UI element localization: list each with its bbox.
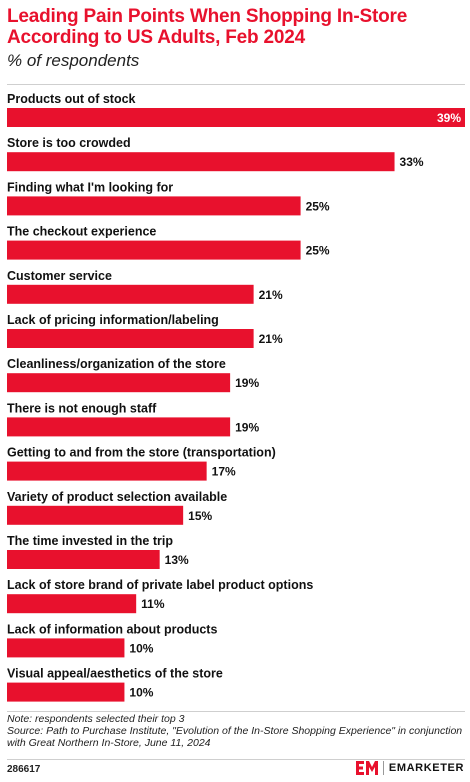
bar — [7, 461, 207, 481]
value-label: 39% — [437, 111, 461, 125]
category-label: Products out of stock — [7, 92, 136, 106]
value-label: 15% — [188, 509, 212, 523]
category-label: Lack of store brand of private label pro… — [7, 578, 313, 592]
bar — [7, 284, 254, 304]
bar — [7, 240, 301, 260]
footer-note: Note: respondents selected their top 3 — [7, 713, 185, 725]
bar — [7, 373, 231, 393]
bottom-divider — [7, 759, 465, 760]
value-label: 33% — [400, 155, 424, 169]
category-label: Store is too crowded — [7, 136, 131, 150]
category-label: Customer service — [7, 269, 112, 283]
chart-header: Leading Pain Points When Shopping In-Sto… — [7, 6, 465, 72]
bar — [7, 682, 125, 702]
bar — [7, 417, 231, 437]
value-label: 17% — [212, 465, 236, 479]
value-label: 25% — [306, 244, 330, 258]
chart-id: 286617 — [7, 764, 41, 775]
value-label: 19% — [235, 420, 259, 434]
value-label: 25% — [306, 199, 330, 213]
category-label: The checkout experience — [7, 225, 156, 239]
value-label: 19% — [235, 376, 259, 390]
category-label: Visual appeal/aesthetics of the store — [7, 667, 223, 681]
bar — [7, 505, 184, 525]
bar-chart: Products out of stock 39% Store is too cro… — [7, 92, 465, 702]
brand-logo: EMARKETER — [355, 761, 464, 775]
brand-separator — [382, 761, 384, 775]
category-label: Variety of product selection available — [7, 490, 227, 504]
footer-source: Source: Path to Purchase Institute, "Evo… — [7, 725, 463, 749]
emarketer-logo-icon — [355, 761, 378, 775]
bar — [7, 638, 125, 658]
value-label: 11% — [141, 597, 165, 611]
brand-name: EMARKETER — [388, 762, 464, 774]
header-divider — [7, 84, 465, 85]
value-label: 10% — [129, 686, 153, 700]
category-label: The time invested in the trip — [7, 534, 173, 548]
bar — [7, 550, 160, 569]
chart-title: Leading Pain Points When Shopping In-Sto… — [7, 6, 408, 48]
value-label: 10% — [129, 641, 153, 655]
chart-subtitle: % of respondents — [7, 51, 140, 70]
footer-divider — [7, 711, 465, 712]
category-label: Lack of information about products — [7, 622, 217, 636]
category-label: Finding what I'm looking for — [7, 180, 173, 194]
category-label: There is not enough staff — [7, 401, 157, 415]
category-label: Getting to and from the store (transport… — [7, 446, 276, 460]
footer-notes: Note: respondents selected their top 3 S… — [7, 713, 465, 749]
value-label: 13% — [165, 553, 189, 567]
bar — [7, 594, 137, 614]
bar — [7, 152, 395, 172]
value-label: 21% — [259, 332, 283, 346]
bar — [7, 108, 465, 127]
bar — [7, 196, 301, 216]
category-label: Lack of pricing information/labeling — [7, 313, 219, 327]
category-label: Cleanliness/organization of the store — [7, 357, 226, 371]
value-label: 21% — [259, 288, 283, 302]
bar — [7, 329, 254, 348]
